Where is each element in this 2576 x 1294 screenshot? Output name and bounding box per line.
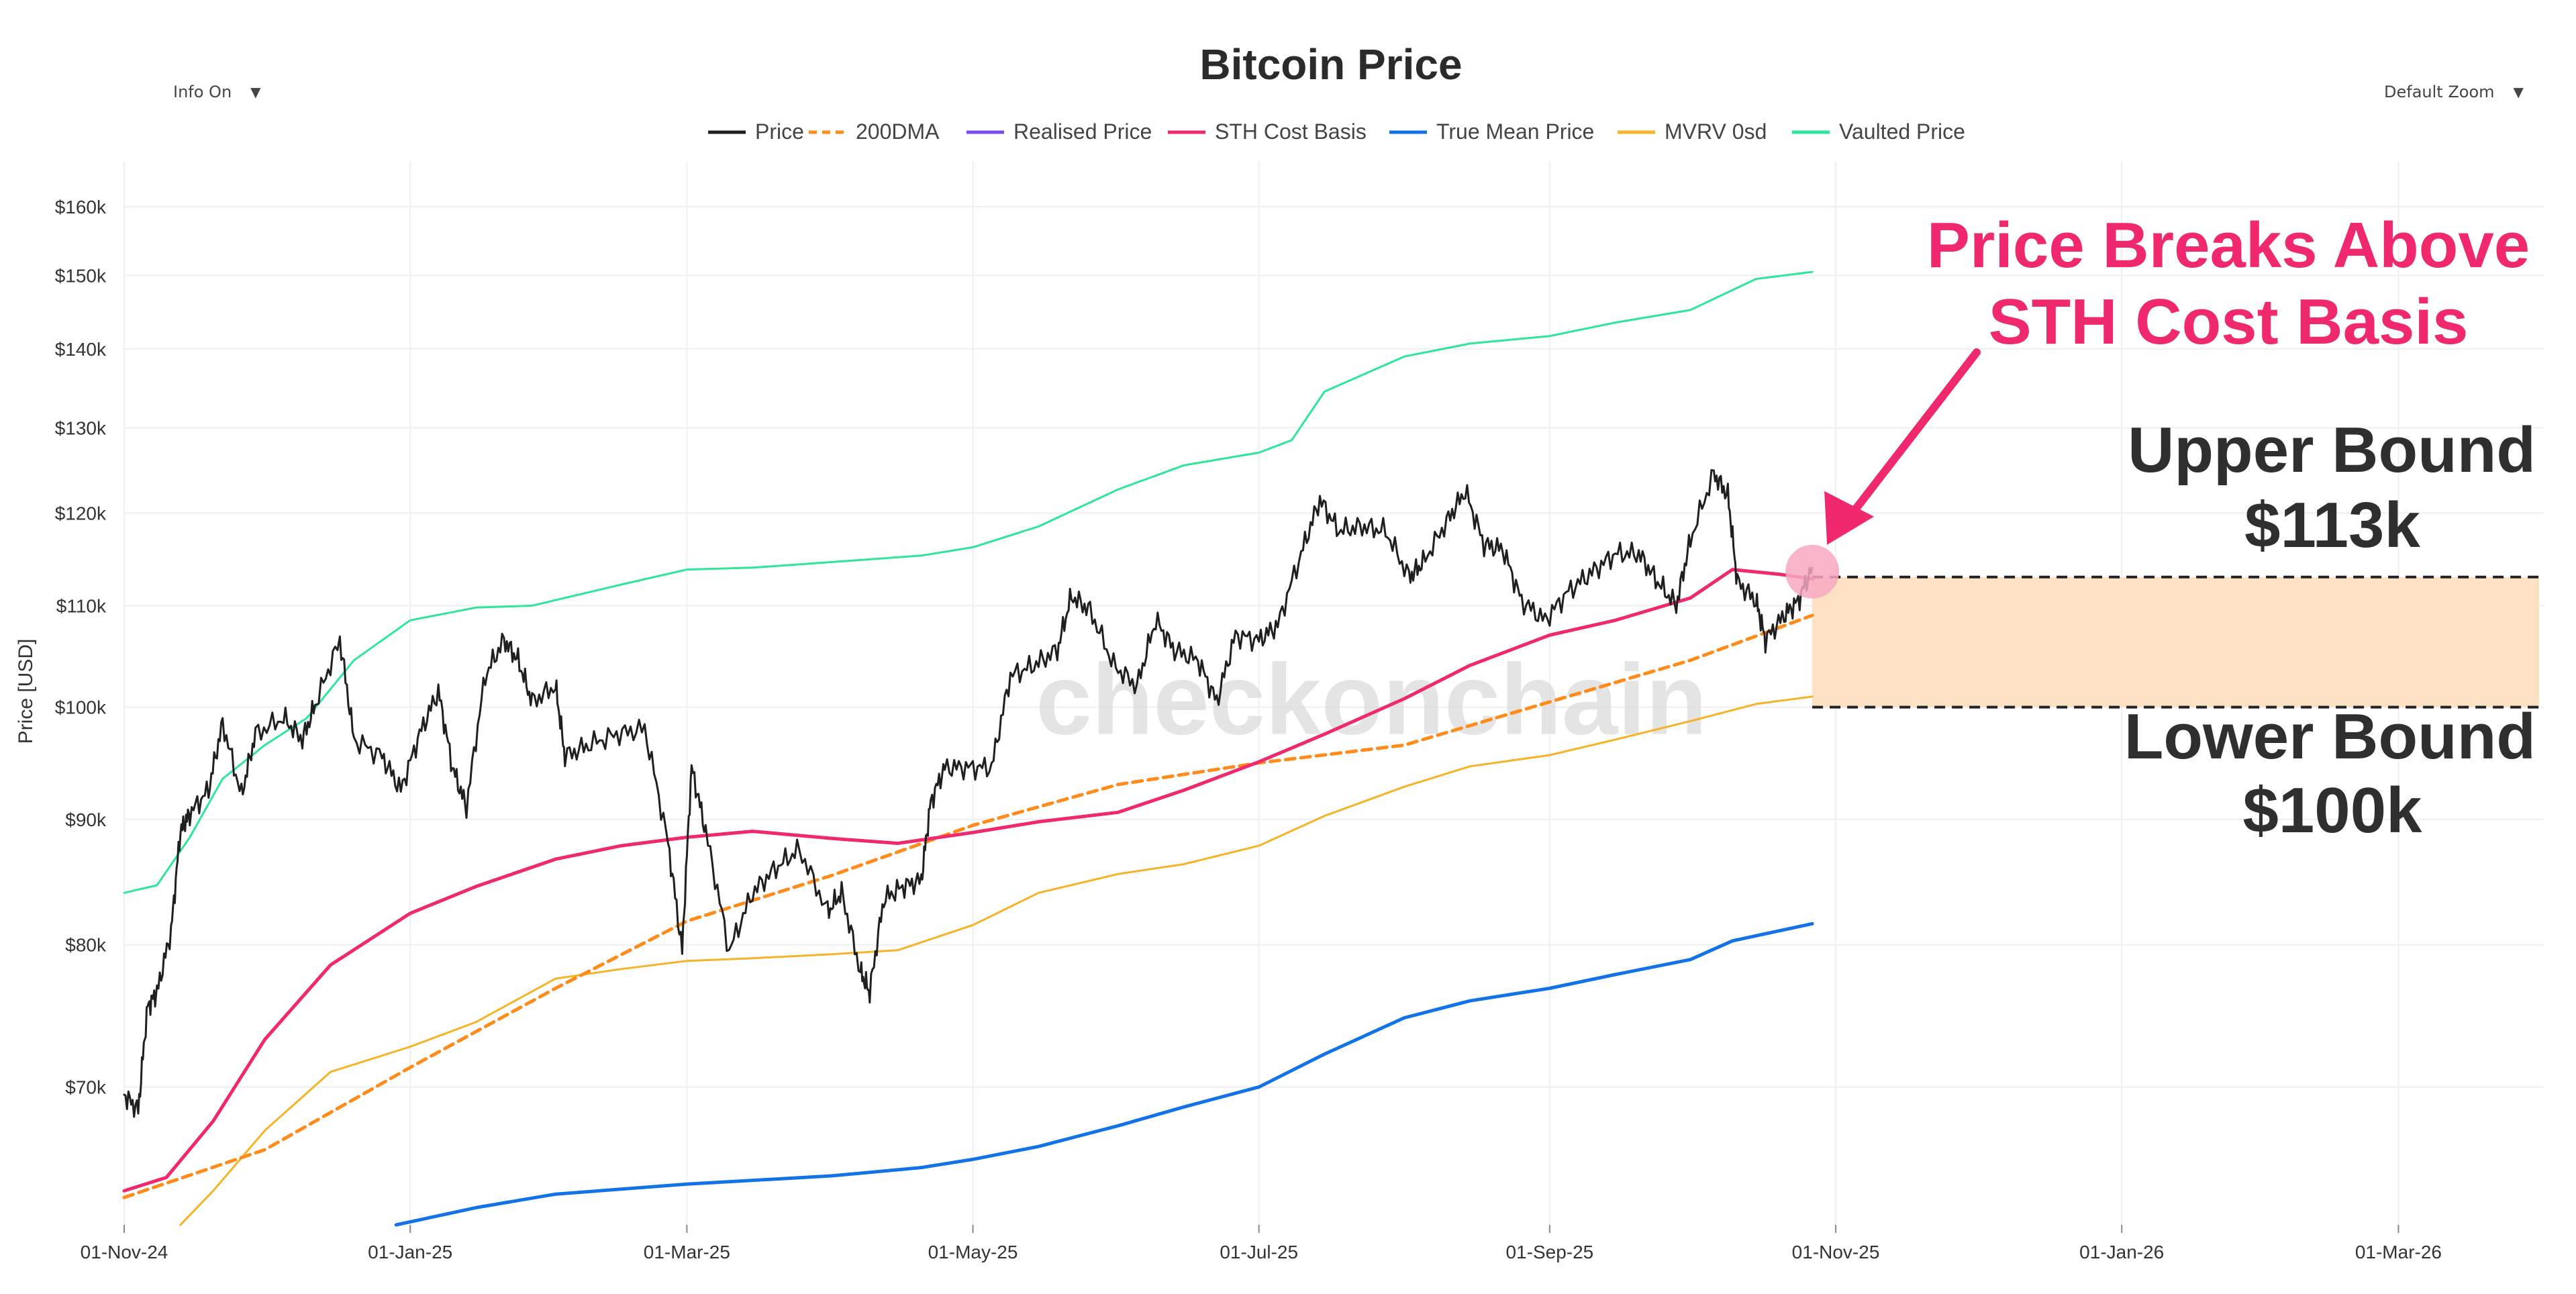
x-tick-label: 01-Sep-25 [1505,1242,1593,1262]
x-axis: 01-Nov-24 01-Jan-25 01-Mar-25 01-May-25 01-J… [81,1225,2442,1262]
legend-label: Vaulted Price [1839,119,1965,144]
legend-item-realised-price: Realised Price [967,119,1152,144]
upper-bound-label: Upper Bound [2128,414,2536,486]
legend-label: MVRV 0sd [1665,119,1767,144]
watermark: checkonchain [1036,643,1707,756]
legend-label: Realised Price [1013,119,1152,144]
x-tick-label: 01-Jan-25 [368,1242,452,1262]
x-tick-label: 01-Mar-25 [644,1242,730,1262]
x-tick-label: 01-May-25 [928,1242,1018,1262]
annotation-layer: Price Breaks Above STH Cost Basis Upper … [1785,209,2536,846]
y-tick-label: $70k [65,1077,107,1098]
y-tick-label: $140k [55,339,107,360]
y-axis: $70k $80k $90k $100k $110k $120k $130k $140k $15… [55,197,107,1098]
legend: Price 200DMA Realised Price STH Cost Basis T… [708,119,1965,144]
series-line-price [123,469,1814,1118]
y-tick-label: $120k [55,503,107,524]
breakout-arrow-head [1824,491,1875,545]
x-tick-label: 01-Nov-24 [81,1242,168,1262]
x-tick-label: 01-Mar-26 [2355,1242,2442,1262]
legend-label: 200DMA [856,119,940,144]
series-line-200dma [122,613,1814,1199]
breakout-annotation-line-1: Price Breaks Above [1927,209,2530,281]
info-toggle-label: Info On [173,83,232,101]
x-tick-label: 01-Jul-25 [1220,1242,1298,1262]
info-toggle[interactable]: Info On ▼ [173,75,261,109]
series-line-mvrv-0sd [179,695,1814,1226]
legend-label: True Mean Price [1436,119,1594,144]
lower-bound-label: Lower Bound [2124,701,2536,773]
legend-item-200dma: 200DMA [809,119,940,144]
x-tick-label: 01-Nov-25 [1792,1242,1880,1262]
range-band-layer [1812,575,2540,709]
y-tick-label: $160k [55,197,107,217]
chart-title: Bitcoin Price [1199,40,1462,89]
series-line-true-mean-price [394,922,1814,1227]
y-tick-label: $100k [55,697,107,718]
y-tick-label: $150k [55,265,107,286]
lower-bound-value: $100k [2243,775,2423,846]
chevron-down-icon: ▼ [250,84,261,100]
zoom-select-label: Default Zoom [2384,83,2495,101]
upper-bound-value: $113k [2244,489,2420,561]
y-tick-label: $90k [65,809,107,830]
y-tick-label: $130k [55,417,107,438]
y-axis-label: Price [USD] [15,639,37,744]
zoom-select[interactable]: Default Zoom ▼ [2384,75,2524,109]
x-tick-label: 01-Jan-26 [2079,1242,2164,1262]
y-tick-label: $110k [56,595,107,616]
series-line-vaulted-price [123,270,1814,894]
series-line-sth-cost-basis [122,568,1814,1193]
breakout-arrow-shaft [1836,348,1981,533]
legend-item-price: Price [708,119,804,144]
chevron-down-icon: ▼ [2513,84,2524,100]
breakout-marker [1785,544,1840,599]
legend-item-true-mean-price: True Mean Price [1389,119,1594,144]
legend-label: STH Cost Basis [1215,119,1367,144]
series-layer [122,270,1814,1227]
legend-item-mvrv-0sd: MVRV 0sd [1618,119,1767,144]
breakout-annotation-line-2: STH Cost Basis [1989,286,2469,358]
y-tick-label: $80k [65,935,107,956]
legend-item-sth-cost-basis: STH Cost Basis [1168,119,1367,144]
range-band [1812,577,2540,707]
legend-item-vaulted-price: Vaulted Price [1792,119,1965,144]
legend-label: Price [755,119,804,144]
